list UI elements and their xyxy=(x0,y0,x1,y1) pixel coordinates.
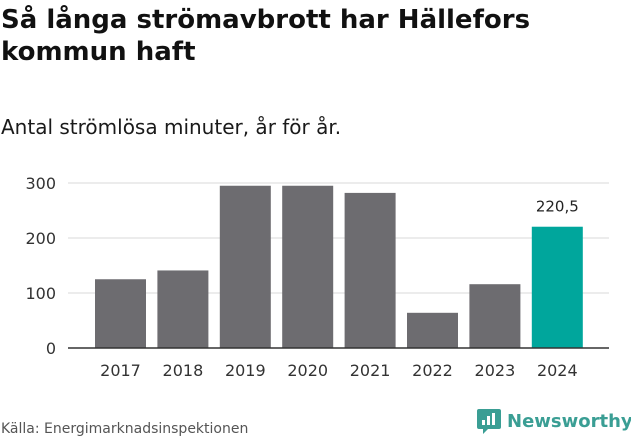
x-tick-label-2019: 2019 xyxy=(225,361,266,380)
x-tick-label-2020: 2020 xyxy=(287,361,328,380)
brand-name: Newsworthy xyxy=(507,410,631,432)
y-tick-label-0: 0 xyxy=(46,339,56,358)
chart-title: Så långa strömavbrott har Hällefors komm… xyxy=(1,5,531,67)
data-labels: 220,5 xyxy=(536,198,579,216)
bars xyxy=(95,185,583,348)
x-tick-label-2022: 2022 xyxy=(412,361,453,380)
bar-2023 xyxy=(469,284,521,348)
x-tick-label-2018: 2018 xyxy=(163,361,204,380)
data-label-2024: 220,5 xyxy=(536,198,579,216)
x-tick-label-2017: 2017 xyxy=(100,361,141,380)
bar-2024 xyxy=(531,226,583,348)
bar-2018 xyxy=(157,270,209,348)
y-tick-label-300: 300 xyxy=(25,174,56,193)
x-axis-ticks: 2017 2018 2019 2020 2021 2022 2023 2024 xyxy=(100,361,578,380)
y-tick-label-100: 100 xyxy=(25,284,56,303)
y-tick-label-200: 200 xyxy=(25,229,56,248)
newsworthy-logo-icon xyxy=(477,409,501,434)
newsworthy-logo: Newsworthy xyxy=(476,407,631,435)
bar-2020 xyxy=(282,185,334,348)
chart-subtitle: Antal strömlösa minuter, år för år. xyxy=(1,115,342,139)
x-tick-label-2021: 2021 xyxy=(350,361,391,380)
bar-2022 xyxy=(407,312,458,348)
source-note: Källa: Energimarknadsinspektionen xyxy=(1,421,249,437)
bar-2021 xyxy=(344,192,396,348)
y-axis-ticks: 0 100 200 300 xyxy=(25,174,56,358)
x-tick-label-2024: 2024 xyxy=(537,361,578,380)
bar-2019 xyxy=(219,185,271,348)
x-tick-label-2023: 2023 xyxy=(475,361,516,380)
bar-2017 xyxy=(95,279,146,348)
gridlines xyxy=(68,182,609,294)
